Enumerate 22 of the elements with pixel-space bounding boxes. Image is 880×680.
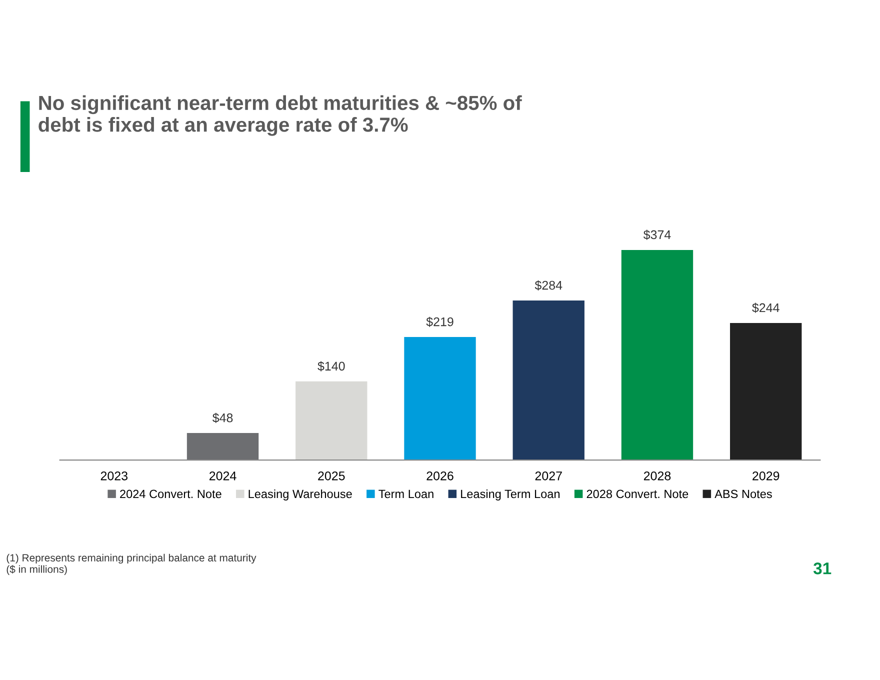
data-label: $374 (643, 230, 671, 240)
legend-label: 2024 Convert. Note (120, 490, 222, 498)
text: (1) Represents remaining principal balance at maturity ($ in millions) (6, 554, 256, 575)
data-label: $244 (752, 302, 780, 313)
data-label: $284 (534, 280, 562, 290)
legend-label: 2028 Convert. Note (586, 490, 688, 498)
x-tick-label: 2026 (426, 471, 454, 480)
data-label: $48 (212, 412, 233, 423)
x-tick-label: 2028 (644, 471, 671, 480)
data-label: $140 (318, 361, 345, 372)
x-tick-label: 2027 (535, 471, 562, 480)
legend-label: Leasing Term Loan (461, 489, 560, 500)
chart-title: No significant near-term debt maturities & ~85% of debt is fixed at an average rate of 3.7% (38, 95, 522, 136)
legend-label: Leasing Warehouse (248, 489, 352, 500)
x-tick-label: 2024 (209, 471, 236, 480)
x-tick-label: 2029 (752, 471, 780, 480)
data-label: $219 (426, 316, 454, 327)
text: 31 (813, 562, 832, 574)
legend-label: Term Loan (378, 490, 434, 498)
x-tick-label: 2023 (100, 471, 128, 480)
x-tick-label: 2025 (318, 471, 345, 480)
legend-label: ABS Notes (714, 490, 772, 498)
